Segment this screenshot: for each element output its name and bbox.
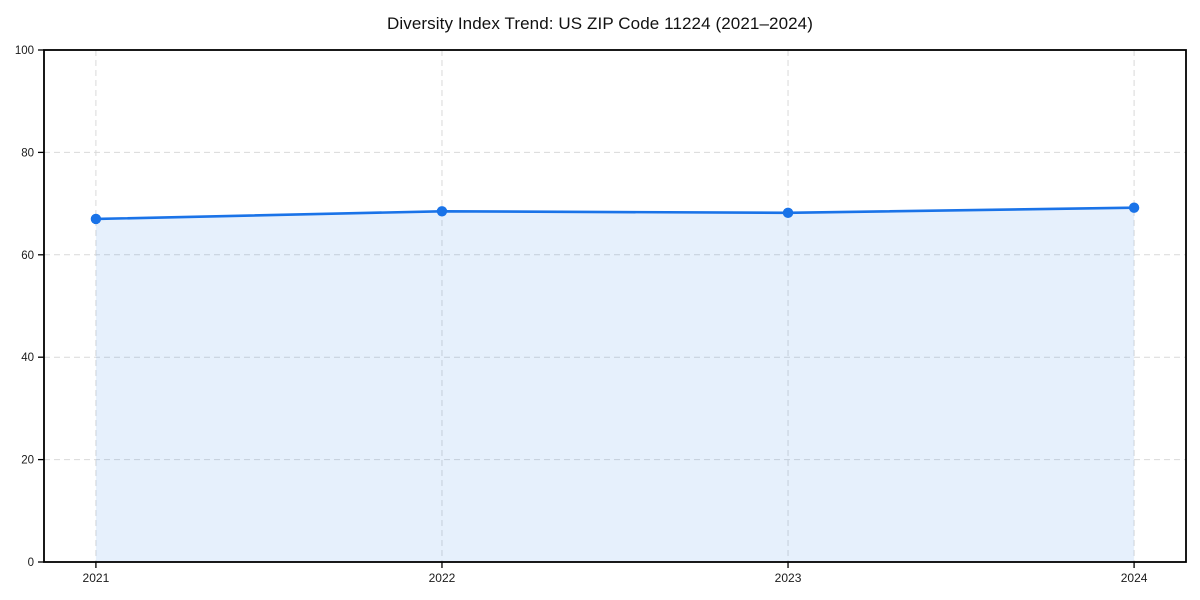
data-point-marker: [782, 207, 794, 219]
chart-title: Diversity Index Trend: US ZIP Code 11224…: [386, 14, 814, 33]
x-tick-label: 2024: [1121, 571, 1148, 585]
data-point-marker: [90, 213, 102, 225]
y-tick-label: 20: [21, 455, 34, 467]
y-tick-label: 100: [15, 45, 34, 57]
trend-line: [94, 206, 1136, 221]
x-tick-label: 2021: [83, 571, 110, 585]
x-tick-label: 2023: [775, 571, 802, 585]
data-point-marker: [1128, 202, 1140, 213]
y-tick-label: 40: [21, 352, 34, 364]
axes-spines: [43, 49, 1187, 563]
x-tick-label: 2022: [429, 571, 456, 585]
data-point-marker: [436, 206, 448, 217]
y-tick-label: 60: [21, 250, 34, 262]
y-tick-label: 0: [28, 557, 34, 569]
area-fill: [95, 207, 1135, 563]
y-tick-label: 80: [21, 147, 34, 159]
